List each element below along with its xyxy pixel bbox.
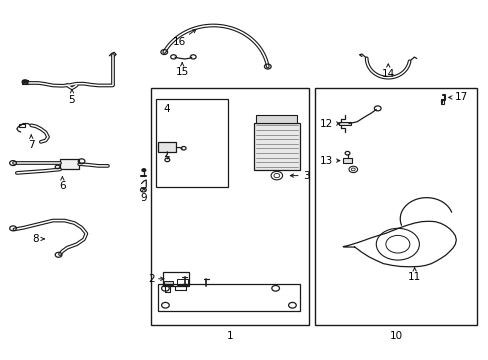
Text: 13: 13: [319, 156, 332, 166]
Bar: [440, 100, 443, 104]
Bar: [342, 158, 351, 163]
Text: 17: 17: [453, 93, 467, 103]
Bar: [158, 284, 299, 311]
Text: 15: 15: [175, 67, 188, 77]
Bar: [19, 124, 25, 127]
Text: 3: 3: [303, 171, 309, 181]
Text: 12: 12: [319, 118, 332, 129]
Bar: [60, 159, 79, 170]
Text: 10: 10: [389, 331, 402, 341]
Text: 6: 6: [59, 181, 65, 192]
Bar: [256, 115, 297, 123]
Bar: [177, 279, 187, 285]
Text: 7: 7: [28, 140, 35, 150]
Bar: [158, 142, 176, 152]
Bar: [163, 272, 189, 286]
Bar: [339, 122, 350, 125]
Bar: [315, 88, 476, 325]
Bar: [164, 281, 173, 285]
Text: 4: 4: [163, 104, 169, 114]
Bar: [151, 88, 308, 325]
Text: 5: 5: [68, 95, 75, 105]
Text: 8: 8: [32, 234, 39, 244]
Text: 1: 1: [226, 331, 233, 341]
Text: 14: 14: [381, 69, 394, 79]
Text: 2: 2: [147, 274, 154, 284]
Text: 16: 16: [172, 37, 185, 47]
Bar: [254, 123, 299, 170]
Circle shape: [142, 169, 145, 171]
Bar: [156, 99, 227, 187]
Text: 11: 11: [407, 273, 420, 283]
Text: 9: 9: [140, 193, 147, 203]
Circle shape: [23, 81, 26, 83]
